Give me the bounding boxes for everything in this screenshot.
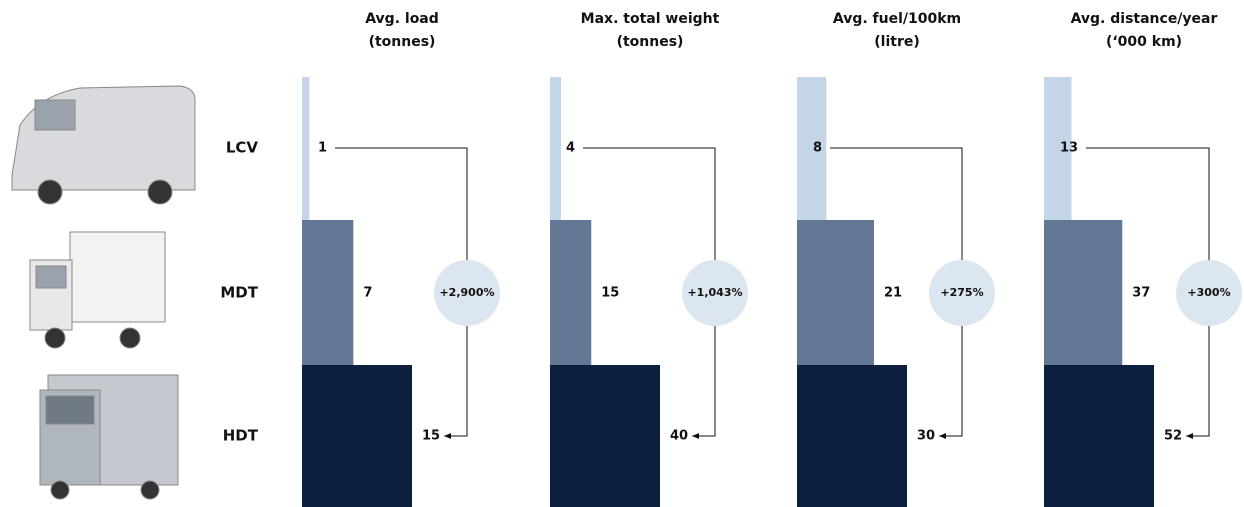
value-label: 4 (566, 141, 575, 156)
change-badge (1176, 260, 1242, 326)
value-label: 40 (670, 429, 688, 444)
bar (550, 77, 561, 220)
bar (302, 365, 412, 507)
panel-title: Avg. fuel/100km (litre) (832, 11, 962, 50)
value-label: 7 (363, 286, 372, 301)
change-label: +2,900% (439, 286, 494, 299)
value-label: 15 (601, 286, 619, 301)
bar (550, 220, 592, 365)
bar (302, 77, 310, 220)
value-label: 21 (884, 286, 902, 301)
panel-title: Avg. load (tonnes) (365, 11, 439, 50)
bar (797, 77, 827, 220)
row-label: MDT (220, 284, 258, 302)
change-label: +1,043% (687, 286, 742, 299)
bar (797, 365, 907, 507)
change-label: +275% (940, 286, 983, 299)
value-label: 30 (917, 429, 935, 444)
bar (550, 365, 660, 507)
panel-title: Max. total weight (tonnes) (580, 11, 720, 50)
value-label: 8 (813, 141, 822, 156)
bar (797, 220, 874, 365)
value-label: 13 (1060, 141, 1078, 156)
row-label: HDT (223, 427, 259, 445)
change-label: +300% (1187, 286, 1230, 299)
bar (1044, 77, 1072, 220)
value-label: 37 (1132, 286, 1150, 301)
bar (1044, 365, 1154, 507)
change-badge (929, 260, 995, 326)
value-label: 1 (318, 141, 327, 156)
value-label: 52 (1164, 429, 1182, 444)
bar (1044, 220, 1123, 365)
value-label: 15 (422, 429, 440, 444)
panel-title: Avg. distance/year (‘000 km) (1070, 11, 1218, 50)
row-label: LCV (226, 139, 259, 157)
bar (302, 220, 354, 365)
change-badge (682, 260, 748, 326)
change-badge (434, 260, 500, 326)
vehicle-icons (11, 85, 196, 500)
